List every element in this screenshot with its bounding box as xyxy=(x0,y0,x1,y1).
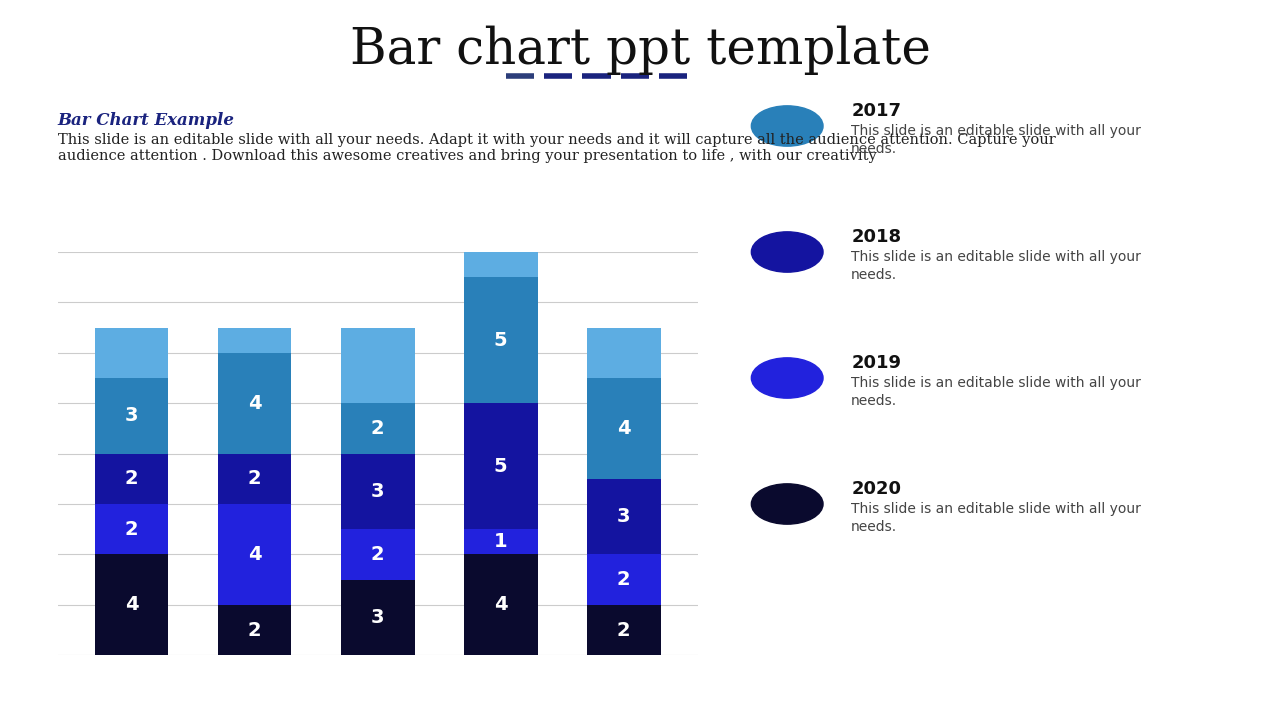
Text: 2017: 2017 xyxy=(851,102,901,120)
Bar xyxy=(218,605,292,655)
Text: audience attention . Download this awesome creatives and bring your presentation: audience attention . Download this aweso… xyxy=(58,149,877,163)
Bar xyxy=(586,554,660,605)
Bar xyxy=(218,454,292,504)
Text: 4: 4 xyxy=(494,595,507,614)
Text: 1: 1 xyxy=(494,532,507,552)
Text: Bar Chart Example: Bar Chart Example xyxy=(58,112,234,129)
Text: 2020: 2020 xyxy=(851,480,901,498)
Text: 2: 2 xyxy=(248,621,261,639)
Text: 3: 3 xyxy=(371,608,384,627)
Text: 2018: 2018 xyxy=(851,228,901,246)
Bar xyxy=(95,554,169,655)
Text: This slide is an editable slide with all your
needs.: This slide is an editable slide with all… xyxy=(851,502,1140,534)
Bar xyxy=(586,605,660,655)
Bar xyxy=(218,353,292,454)
Text: 3: 3 xyxy=(124,406,138,426)
Text: Bar chart ppt template: Bar chart ppt template xyxy=(349,25,931,75)
Bar xyxy=(95,328,169,378)
Bar xyxy=(463,277,538,403)
Text: 2: 2 xyxy=(124,469,138,488)
Text: 2: 2 xyxy=(371,419,384,438)
Bar xyxy=(95,454,169,504)
Text: 2019: 2019 xyxy=(851,354,901,372)
Bar xyxy=(586,479,660,554)
Bar xyxy=(340,403,415,454)
Text: This slide is an editable slide with all your
needs.: This slide is an editable slide with all… xyxy=(851,376,1140,408)
Text: 2: 2 xyxy=(371,545,384,564)
Text: This slide is an editable slide with all your
needs.: This slide is an editable slide with all… xyxy=(851,250,1140,282)
Bar xyxy=(340,580,415,655)
Text: 4: 4 xyxy=(248,545,261,564)
Bar xyxy=(340,328,415,403)
Text: 4: 4 xyxy=(248,394,261,413)
Text: This slide is an editable slide with all your needs. Adapt it with your needs an: This slide is an editable slide with all… xyxy=(58,133,1055,147)
Text: 5: 5 xyxy=(494,456,507,476)
Text: 4: 4 xyxy=(617,419,631,438)
Text: 5: 5 xyxy=(494,330,507,350)
Bar xyxy=(463,529,538,554)
Bar xyxy=(463,252,538,277)
Bar xyxy=(586,328,660,378)
Text: This slide is an editable slide with all your
needs.: This slide is an editable slide with all… xyxy=(851,124,1140,156)
Text: 2: 2 xyxy=(124,520,138,539)
Bar xyxy=(463,403,538,529)
Text: 2: 2 xyxy=(617,621,631,639)
Bar xyxy=(95,378,169,454)
Bar xyxy=(463,554,538,655)
Text: 3: 3 xyxy=(617,507,631,526)
Text: 2: 2 xyxy=(248,469,261,488)
Bar xyxy=(586,378,660,479)
Text: 4: 4 xyxy=(124,595,138,614)
Text: 2: 2 xyxy=(617,570,631,589)
Bar xyxy=(340,454,415,529)
Bar xyxy=(340,529,415,580)
Bar xyxy=(218,328,292,353)
Text: 3: 3 xyxy=(371,482,384,501)
Bar xyxy=(218,504,292,605)
Bar xyxy=(95,504,169,554)
